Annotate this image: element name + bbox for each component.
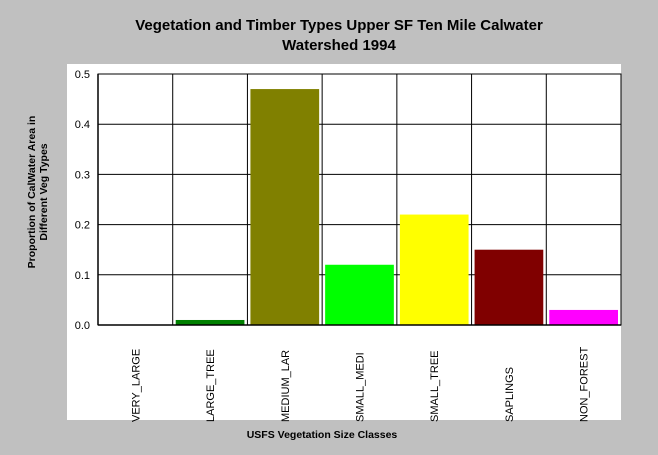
y-tick-label: 0.3 (75, 169, 90, 181)
chart-title-line-2: Watershed 1994 (282, 37, 396, 54)
bar-medium-lar (250, 89, 320, 325)
y-tick-label: 0.4 (75, 119, 90, 131)
x-axis-label: USFS Vegetation Size Classes (247, 429, 398, 441)
bar-large-tree (175, 319, 245, 325)
y-tick-label: 0.0 (75, 320, 90, 332)
x-tick-label: SMALL_TREE (429, 350, 441, 422)
plot-frame (67, 64, 621, 420)
bar-non-forest (549, 309, 618, 325)
bar-saplings (474, 249, 544, 325)
chart-title-line-1: Vegetation and Timber Types Upper SF Ten… (135, 17, 543, 34)
y-axis-label-line-1: Proportion of CalWater Area in (26, 116, 38, 269)
bar-small-medi (325, 264, 394, 325)
x-tick-label: SAPLINGS (504, 367, 516, 422)
x-tick-label: VERY_LARGE (130, 349, 142, 422)
x-tick-label: NON_FOREST (579, 347, 591, 422)
x-tick-label: SMALL_MEDI (355, 352, 367, 422)
y-axis-label-line-2: Different Veg Types (38, 143, 50, 240)
y-tick-label: 0.2 (75, 220, 90, 232)
x-tick-label: MEDIUM_LAR (280, 350, 292, 422)
bar-small-tree (399, 214, 469, 325)
x-tick-label: LARGE_TREE (205, 349, 217, 422)
y-tick-label: 0.5 (75, 69, 90, 81)
y-tick-label: 0.1 (75, 270, 90, 282)
